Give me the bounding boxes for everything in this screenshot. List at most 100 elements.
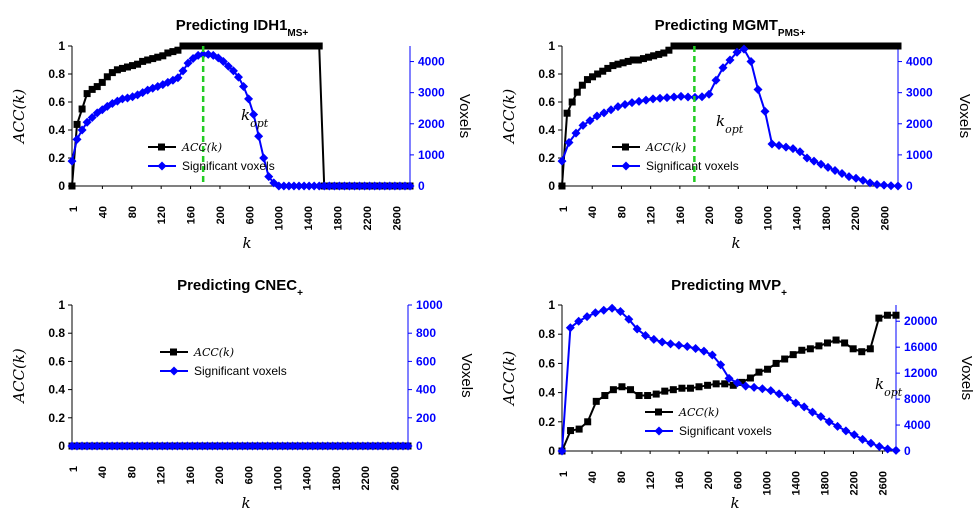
acc-point [118,64,126,72]
acc-point [764,365,772,373]
acc-point [558,182,566,190]
voxels-point [248,441,258,451]
voxels-point [334,181,344,191]
y2-axis-label: Voxels [958,356,973,400]
voxels-point [816,412,826,422]
acc-point [224,42,232,50]
voxels-point [662,93,672,103]
acc-point [815,342,823,350]
y2-tick-label: 12000 [904,366,938,380]
y2-tick-label: 20000 [904,314,938,328]
acc-point [849,345,857,353]
voxels-point [329,181,339,191]
x-tick-label: 40 [587,206,599,218]
acc-point [828,42,836,50]
voxels-point [303,441,313,451]
legend-voxels-label: Significant voxels [194,364,287,378]
voxels-point [781,142,791,152]
voxels-point [866,438,876,448]
voxels-point [348,441,358,451]
voxels-point [263,441,273,451]
x-tick-label: 160 [185,466,197,484]
k-opt-label: kopt [241,106,269,130]
voxels-point [383,441,393,451]
acc-point [843,42,851,50]
y2-tick-label: 4000 [418,55,445,69]
y-tick-label: 1 [548,298,555,312]
acc-point [706,42,714,50]
x-tick-label: 1 [558,206,570,212]
voxels-point [309,181,319,191]
acc-point [290,42,298,50]
voxels-point [197,441,207,451]
acc-point [255,42,263,50]
x-tick-label: 1400 [302,466,314,490]
acc-point [729,381,737,389]
y2-tick-label: 3000 [906,86,933,100]
voxels-point [767,139,777,149]
acc-point [767,42,775,50]
legend-acc-label: ACC(k) [678,406,719,419]
x-tick-label: 200 [704,206,716,224]
acc-point [660,49,668,57]
acc-point [680,42,688,50]
voxels-point [893,181,903,191]
acc-point [627,386,635,394]
voxels-point [865,178,875,188]
voxels-point [318,441,328,451]
voxels-point [380,181,390,191]
voxels-point [634,96,644,106]
voxels-point [72,441,82,451]
y-tick-label: 0.4 [538,123,555,137]
acc-point [644,392,652,400]
acc-point [823,339,831,347]
acc-point [144,56,152,64]
voxels-point [360,181,370,191]
acc-point [652,390,660,398]
voxels-point [837,169,847,179]
voxels-point [314,181,324,191]
chart-title: Predicting MVP+ [671,277,787,299]
voxels-point [172,441,182,451]
x-tick-label: 1000 [761,471,773,495]
acc-point [68,182,76,190]
voxels-point [254,131,264,141]
x-tick-label: 1000 [274,206,286,230]
voxels-point [585,116,595,126]
voxels-point [400,181,410,191]
voxels-point [363,441,373,451]
voxels-point [592,111,602,121]
voxels-point [222,441,232,451]
acc-point [619,59,627,67]
acc-point [315,42,323,50]
voxels-point [368,441,378,451]
y-tick-label: 0 [548,444,555,458]
acc-point [731,42,739,50]
voxels-point [599,305,609,315]
voxels-point [657,337,667,347]
acc-point [863,42,871,50]
acc-point [655,50,663,58]
acc-point [265,42,273,50]
y-tick-label: 0.8 [538,67,555,81]
x-tick-label: 80 [616,206,628,218]
x-tick-label: 1 [558,471,570,477]
acc-point [134,60,142,68]
acc-point [711,42,719,50]
acc-point [866,345,874,353]
acc-point [757,42,765,50]
k-opt-label: kopt [716,112,744,136]
acc-point [802,42,810,50]
y2-tick-label: 1000 [906,148,933,162]
voxels-point [288,441,298,451]
voxels-point [809,156,819,166]
voxels-point [132,441,142,451]
legend-voxels-label: Significant voxels [182,159,275,173]
voxels-point [278,441,288,451]
acc-point [609,62,617,70]
acc-point [665,46,673,54]
voxels-point [844,172,854,182]
voxels-point [350,181,360,191]
chart-title: Predicting MGMTPMS+ [655,17,806,39]
y2-tick-label: 1000 [418,148,445,162]
